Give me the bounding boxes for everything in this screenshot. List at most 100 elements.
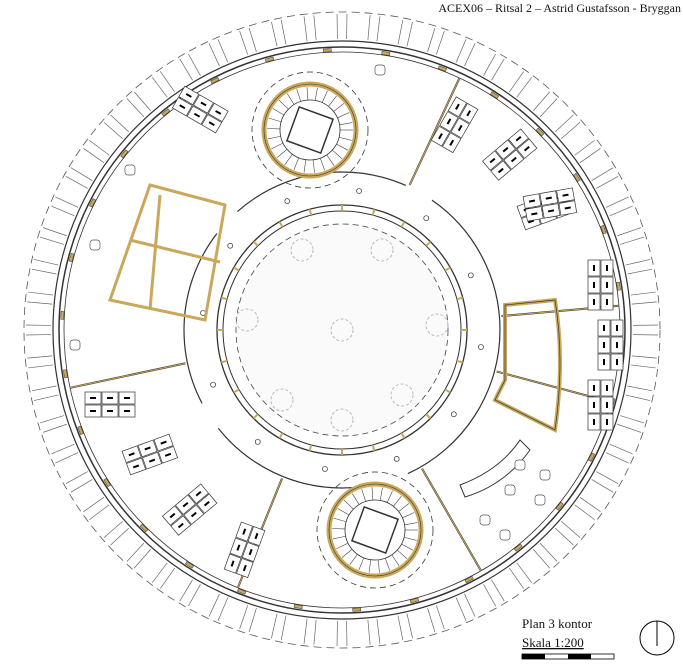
- facade-fin: [554, 114, 574, 133]
- facade-fin: [83, 148, 105, 163]
- monitor: [446, 118, 452, 125]
- monitor: [169, 512, 176, 519]
- column: [139, 523, 149, 533]
- monitor: [466, 110, 472, 117]
- desk-group: [121, 433, 179, 476]
- facade-fin: [376, 618, 381, 644]
- facade-fin: [280, 19, 287, 45]
- column: [468, 272, 474, 279]
- facade-fin: [39, 236, 64, 245]
- monitor: [203, 500, 210, 507]
- atrium-mullion: [221, 359, 228, 364]
- facade-fin: [65, 471, 88, 484]
- monitor: [200, 101, 207, 107]
- atrium-mullion: [233, 388, 240, 394]
- desk-group: [430, 96, 479, 154]
- facade-fin: [31, 268, 57, 275]
- column: [464, 575, 474, 583]
- facade-fin: [367, 619, 371, 645]
- chair: [374, 64, 386, 76]
- facade-fin: [596, 176, 619, 189]
- column: [423, 215, 430, 222]
- column: [409, 597, 420, 604]
- facade-fin: [591, 479, 614, 493]
- column: [63, 369, 68, 379]
- monitor: [185, 93, 192, 98]
- stair-step: [361, 489, 367, 502]
- facade-fin: [609, 443, 633, 455]
- facade-fin: [483, 53, 496, 76]
- facade-fin: [188, 584, 201, 607]
- facade-fin: [126, 98, 145, 118]
- stair-step: [349, 554, 358, 565]
- facade-fin: [27, 355, 53, 359]
- stair-step: [321, 90, 328, 103]
- tree: [235, 308, 259, 332]
- partition-fill: [421, 468, 482, 572]
- facade-fin: [89, 504, 110, 521]
- monitor: [236, 544, 241, 551]
- column: [264, 56, 275, 63]
- facade-fin: [397, 19, 404, 45]
- atrium-void: [235, 223, 449, 437]
- facade-fin: [579, 497, 601, 512]
- atrium-mullion: [425, 413, 432, 420]
- monitor: [527, 219, 535, 224]
- monitor: [193, 112, 201, 118]
- elevator: [350, 505, 400, 555]
- facade-fin: [605, 196, 629, 208]
- facade-fin: [617, 227, 642, 237]
- wc-core-outline: [494, 299, 561, 431]
- column: [356, 188, 362, 194]
- facade-fin: [620, 236, 645, 245]
- stair-shaft: [251, 71, 369, 189]
- facade-fin: [376, 16, 381, 42]
- column: [103, 477, 111, 488]
- monitor: [489, 157, 496, 164]
- chair: [69, 339, 81, 351]
- facade-fin: [579, 148, 601, 163]
- monitor: [515, 136, 522, 142]
- facade-fin: [631, 301, 657, 305]
- stair-step: [386, 490, 393, 503]
- column: [437, 65, 447, 72]
- facade-fin: [406, 613, 413, 639]
- chair: [534, 494, 546, 506]
- monitor: [195, 491, 202, 497]
- monitor: [190, 511, 197, 518]
- facade-fin: [271, 21, 278, 47]
- facade-fin: [248, 27, 257, 52]
- facade-fin: [42, 227, 67, 237]
- monitor: [562, 193, 569, 197]
- facade-fin: [28, 291, 54, 296]
- column: [513, 543, 523, 552]
- facade-fin: [217, 597, 229, 621]
- stair-step: [276, 149, 288, 158]
- monitor: [531, 212, 538, 216]
- column: [535, 127, 545, 137]
- facade-fin: [427, 608, 436, 633]
- monitor: [455, 103, 460, 110]
- stair-step: [377, 559, 380, 573]
- facade-fin: [248, 608, 257, 633]
- stair-step: [398, 503, 410, 512]
- facade-fin: [630, 364, 656, 369]
- monitor: [128, 452, 135, 457]
- column: [254, 438, 261, 445]
- tree: [370, 238, 394, 262]
- balcony-edge: [23, 11, 661, 649]
- scale-label: Skala 1:200: [522, 635, 584, 650]
- reception-desk: [459, 439, 531, 498]
- facade-fin: [617, 423, 642, 433]
- stair-wall: [328, 483, 422, 577]
- stair-step: [343, 499, 354, 510]
- facade-fin: [491, 579, 505, 602]
- chair: [479, 514, 491, 526]
- facade-fin: [126, 542, 145, 562]
- atrium-mullion: [233, 266, 240, 272]
- facade-fin: [151, 562, 168, 583]
- stair-step: [332, 149, 343, 159]
- tree: [330, 318, 354, 342]
- north-arrow: [639, 620, 675, 656]
- stair-step: [397, 549, 408, 559]
